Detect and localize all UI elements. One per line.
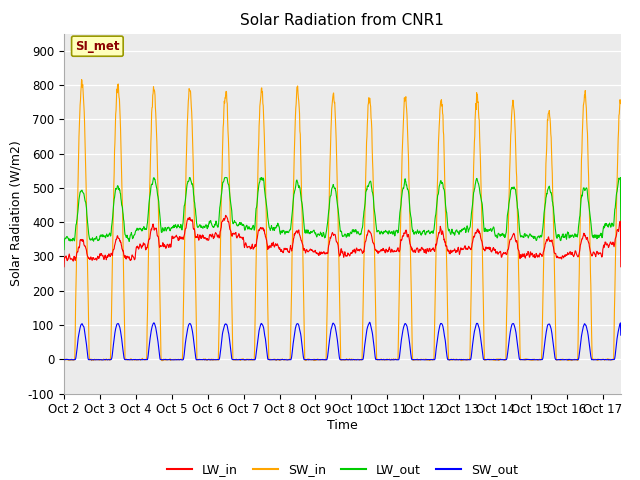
Title: Solar Radiation from CNR1: Solar Radiation from CNR1 <box>241 13 444 28</box>
Text: SI_met: SI_met <box>75 40 120 53</box>
Y-axis label: Solar Radiation (W/m2): Solar Radiation (W/m2) <box>9 141 22 287</box>
X-axis label: Time: Time <box>327 419 358 432</box>
Legend: LW_in, SW_in, LW_out, SW_out: LW_in, SW_in, LW_out, SW_out <box>162 458 523 480</box>
